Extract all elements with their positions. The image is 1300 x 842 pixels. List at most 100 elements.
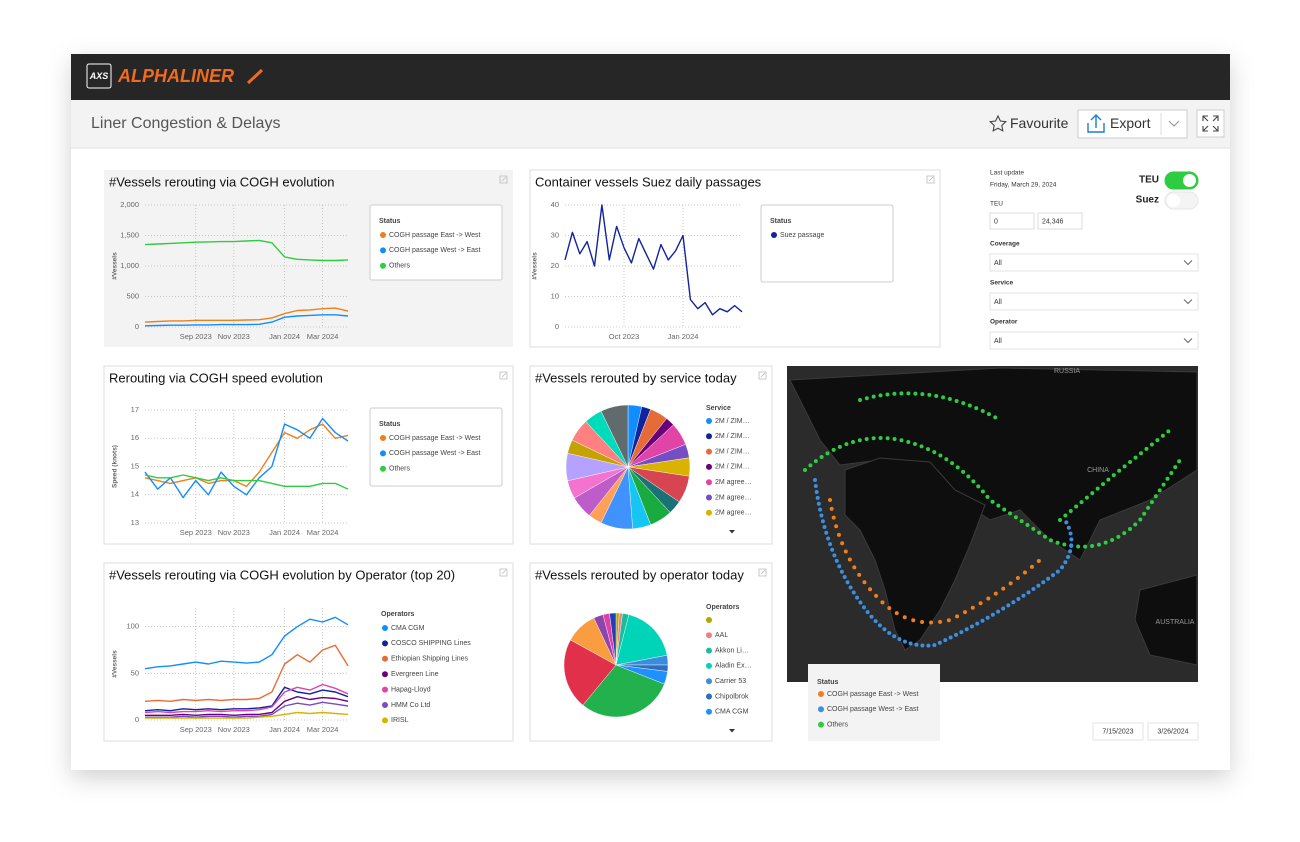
focus-icon[interactable]: [758, 568, 767, 577]
y-tick-label: 30: [551, 230, 559, 239]
pie-slice: [582, 664, 665, 718]
legend-label: COGH passage West -> East: [389, 450, 481, 457]
y-tick-label: 40: [551, 200, 559, 209]
land-eurasia: [789, 367, 1198, 561]
dropdown[interactable]: [989, 253, 1199, 272]
x-tick-label: Jan 2024: [269, 725, 300, 734]
legend-label: Others: [389, 466, 411, 473]
focus-icon[interactable]: [499, 175, 508, 184]
legend-label: 2M agree…: [715, 510, 752, 517]
y-tick-label: 0: [135, 715, 139, 724]
fullscreen-button[interactable]: [1196, 109, 1225, 138]
toggle-knob[interactable]: [1167, 194, 1180, 207]
legend-box: [760, 204, 894, 283]
land-australia: [1134, 574, 1198, 666]
legend-label: COSCO SHIPPING Lines: [391, 640, 471, 647]
favourite-button[interactable]: Favourite: [1010, 115, 1069, 131]
dropdown-chevron[interactable]: [1183, 299, 1193, 305]
legend-marker: [818, 721, 824, 728]
legend-label: COGH passage East -> West: [827, 691, 919, 698]
export-button[interactable]: Export: [1110, 115, 1151, 131]
y-tick-label: 2,000: [120, 200, 139, 209]
y-tick-label: 1,000: [120, 261, 139, 270]
legend-label: 2M / ZIM…: [715, 433, 750, 440]
export-icon[interactable]: [1087, 114, 1105, 133]
map-label: CHINA: [1087, 467, 1109, 474]
legend-more-arrow[interactable]: [729, 530, 735, 534]
legend-label: COGH passage East -> West: [389, 435, 481, 442]
x-tick-label: Jan 2024: [269, 332, 300, 341]
focus-icon[interactable]: [499, 568, 508, 577]
export-button-box[interactable]: [1077, 109, 1188, 139]
legend-label: Others: [827, 721, 849, 728]
export-chevron[interactable]: [1168, 120, 1180, 127]
legend-label: IRISL: [391, 717, 409, 724]
legend-label: 2M / ZIM…: [715, 464, 750, 471]
y-tick-label: 15: [131, 461, 139, 470]
legend-title: Status: [379, 421, 401, 428]
dropdown-chevron[interactable]: [1183, 338, 1193, 344]
line-series: [144, 474, 349, 490]
legend-marker: [380, 465, 386, 472]
y-tick-label: 17: [131, 405, 139, 414]
legend-label: COGH passage West -> East: [827, 706, 919, 713]
teu-value: 24,346: [1042, 218, 1064, 225]
toggle-knob[interactable]: [1183, 174, 1196, 187]
chart-title: #Vessels rerouting via COGH evolution by…: [109, 567, 455, 582]
legend-marker: [706, 494, 712, 501]
dropdown[interactable]: [989, 292, 1199, 311]
y-tick-label: 500: [126, 291, 139, 300]
dropdown[interactable]: [989, 331, 1199, 350]
chart-panel: [103, 562, 514, 742]
legend-more-arrow[interactable]: [729, 729, 735, 733]
x-tick-label: Jan 2024: [668, 332, 699, 341]
legend-marker: [382, 686, 388, 693]
y-axis-label: #Vessels: [112, 252, 119, 280]
teu-input[interactable]: [1037, 212, 1083, 230]
legend-marker: [380, 247, 386, 254]
dropdown-value: All: [994, 260, 1002, 267]
legend-marker: [706, 678, 712, 685]
pie-slice: [609, 612, 617, 666]
focus-icon[interactable]: [926, 175, 935, 184]
star-icon[interactable]: [988, 114, 1008, 132]
dropdown-chevron[interactable]: [1183, 260, 1193, 266]
x-tick-label: Sep 2023: [180, 528, 212, 537]
chart-title: #Vessels rerouting via COGH evolution: [109, 174, 334, 189]
toolbar: [71, 100, 1230, 148]
legend-marker: [706, 632, 712, 639]
date-input[interactable]: [1092, 722, 1144, 741]
fullscreen-icon[interactable]: [1202, 115, 1219, 132]
x-tick-label: Sep 2023: [180, 332, 212, 341]
legend-title: Service: [706, 405, 731, 412]
legend-label: Suez passage: [780, 232, 824, 239]
legend-marker: [380, 232, 386, 238]
legend-marker: [380, 262, 386, 269]
legend-marker: [818, 706, 824, 713]
chart-title: Rerouting via COGH speed evolution: [109, 370, 323, 385]
legend-title: Operators: [706, 604, 740, 611]
legend-label: 2M agree…: [715, 494, 752, 501]
dropdown-value: All: [994, 299, 1002, 306]
legend-title: Status: [770, 218, 792, 225]
focus-icon[interactable]: [758, 371, 767, 380]
pie-slice: [600, 404, 629, 468]
x-tick-label: Mar 2024: [307, 528, 339, 537]
legend-label: CMA CGM: [391, 625, 425, 632]
chart-title: Container vessels Suez daily passages: [535, 174, 762, 189]
y-axis-label: #Vessels: [112, 650, 119, 678]
y-tick-label: 50: [131, 668, 139, 677]
x-tick-label: Jan 2024: [269, 528, 300, 537]
date-input[interactable]: [1147, 722, 1199, 741]
legend-label: HMM Co Ltd: [391, 702, 430, 709]
dropdown-label: Service: [990, 280, 1014, 287]
legend-marker: [818, 691, 824, 697]
line-series: [144, 683, 349, 714]
legend-marker: [382, 625, 388, 631]
report-title: Liner Congestion & Delays: [91, 115, 280, 132]
legend-marker: [771, 232, 777, 238]
x-tick-label: Mar 2024: [307, 332, 339, 341]
teu-input[interactable]: [989, 212, 1035, 230]
focus-icon[interactable]: [499, 371, 508, 380]
dropdown-label: Operator: [990, 319, 1018, 326]
